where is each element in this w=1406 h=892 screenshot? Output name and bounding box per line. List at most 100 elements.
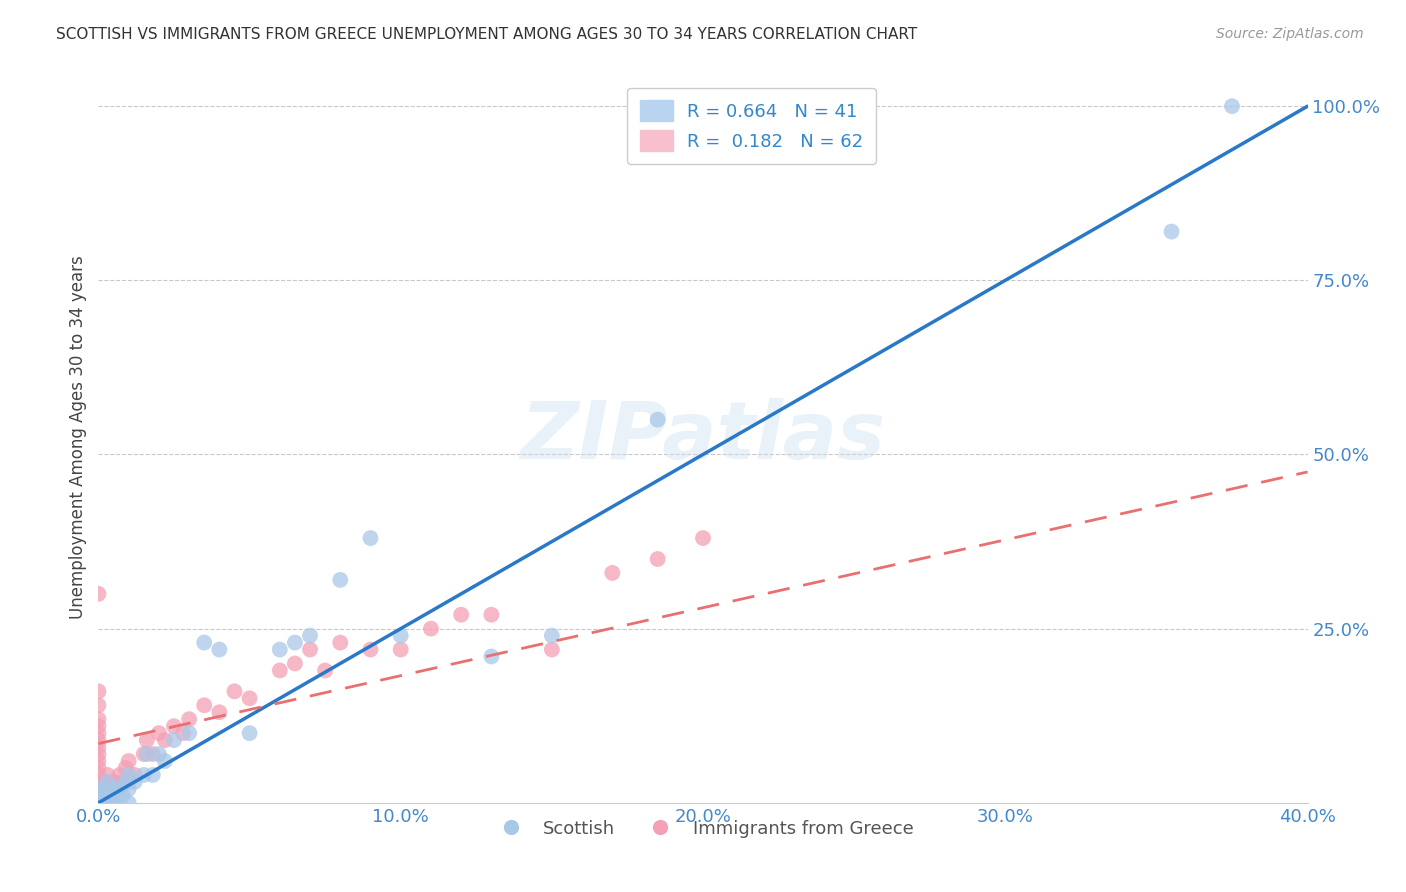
Point xyxy=(87,792,110,806)
Point xyxy=(103,789,125,803)
Point xyxy=(239,726,262,740)
Point xyxy=(105,781,128,796)
Point xyxy=(100,792,122,806)
Point xyxy=(224,684,246,698)
Point xyxy=(132,747,155,761)
Point xyxy=(87,789,110,803)
Point xyxy=(193,635,215,649)
Point xyxy=(329,635,352,649)
Point xyxy=(87,796,110,810)
Point xyxy=(153,733,176,747)
Point xyxy=(90,781,112,796)
Point xyxy=(118,775,141,789)
Point xyxy=(540,642,562,657)
Point xyxy=(172,726,194,740)
Point xyxy=(87,747,110,761)
Point xyxy=(118,781,141,796)
Point xyxy=(179,726,201,740)
Point xyxy=(299,629,322,643)
Point xyxy=(87,726,110,740)
Point xyxy=(96,789,118,803)
Point xyxy=(87,761,110,775)
Point xyxy=(450,607,472,622)
Point xyxy=(90,796,112,810)
Point xyxy=(96,775,118,789)
Y-axis label: Unemployment Among Ages 30 to 34 years: Unemployment Among Ages 30 to 34 years xyxy=(69,255,87,619)
Point xyxy=(90,789,112,803)
Point xyxy=(93,792,115,806)
Point xyxy=(163,719,186,733)
Point xyxy=(103,781,125,796)
Point xyxy=(87,778,110,792)
Point xyxy=(132,768,155,782)
Point xyxy=(540,629,562,643)
Point xyxy=(135,733,157,747)
Point xyxy=(420,622,443,636)
Point xyxy=(135,747,157,761)
Point xyxy=(87,698,110,713)
Legend: Scottish, Immigrants from Greece: Scottish, Immigrants from Greece xyxy=(485,813,921,845)
Point xyxy=(87,587,110,601)
Point xyxy=(87,712,110,726)
Point xyxy=(193,698,215,713)
Point xyxy=(118,796,141,810)
Point xyxy=(87,781,110,796)
Point xyxy=(108,781,131,796)
Point xyxy=(103,796,125,810)
Point xyxy=(148,726,170,740)
Point xyxy=(299,642,322,657)
Point xyxy=(93,796,115,810)
Point xyxy=(360,642,382,657)
Point xyxy=(142,768,165,782)
Point xyxy=(153,754,176,768)
Point xyxy=(389,629,412,643)
Point xyxy=(208,642,231,657)
Point xyxy=(87,785,110,799)
Point xyxy=(647,412,669,426)
Point xyxy=(124,775,146,789)
Point xyxy=(87,768,110,782)
Text: ZIPatlas: ZIPatlas xyxy=(520,398,886,476)
Point xyxy=(87,789,110,803)
Point xyxy=(269,642,291,657)
Point xyxy=(87,754,110,768)
Point xyxy=(329,573,352,587)
Point xyxy=(114,775,136,789)
Point xyxy=(87,733,110,747)
Point xyxy=(87,684,110,698)
Point xyxy=(142,747,165,761)
Point xyxy=(360,531,382,545)
Point xyxy=(124,768,146,782)
Text: SCOTTISH VS IMMIGRANTS FROM GREECE UNEMPLOYMENT AMONG AGES 30 TO 34 YEARS CORREL: SCOTTISH VS IMMIGRANTS FROM GREECE UNEMP… xyxy=(56,27,918,42)
Point xyxy=(90,796,112,810)
Point xyxy=(87,796,110,810)
Point xyxy=(389,642,412,657)
Point xyxy=(118,754,141,768)
Point xyxy=(602,566,624,580)
Point xyxy=(114,761,136,775)
Point xyxy=(148,747,170,761)
Point xyxy=(179,712,201,726)
Text: Source: ZipAtlas.com: Source: ZipAtlas.com xyxy=(1216,27,1364,41)
Point xyxy=(87,740,110,755)
Point xyxy=(314,664,336,678)
Point xyxy=(481,649,503,664)
Point xyxy=(111,775,134,789)
Point xyxy=(647,552,669,566)
Point xyxy=(481,607,503,622)
Point xyxy=(111,789,134,803)
Point xyxy=(93,775,115,789)
Point xyxy=(1160,225,1182,239)
Point xyxy=(100,781,122,796)
Point xyxy=(87,719,110,733)
Point xyxy=(269,664,291,678)
Point xyxy=(93,781,115,796)
Point xyxy=(1220,99,1243,113)
Point xyxy=(108,768,131,782)
Point xyxy=(87,792,110,806)
Point xyxy=(118,768,141,782)
Point xyxy=(87,775,110,789)
Point xyxy=(103,775,125,789)
Point xyxy=(96,768,118,782)
Point xyxy=(105,789,128,803)
